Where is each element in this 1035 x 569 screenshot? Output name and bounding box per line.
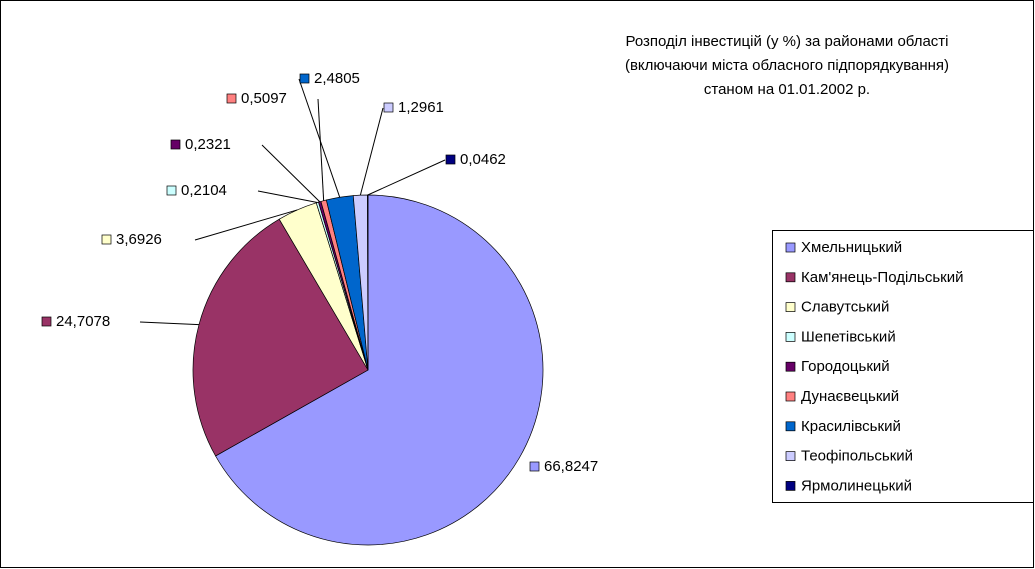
data-label: 1,2961 [398,99,444,116]
legend-box [772,230,1034,503]
leader-line [359,107,384,196]
label-swatch [41,316,52,327]
legend-swatch [785,451,796,461]
label-swatch [299,73,310,84]
data-label: 0,5097 [241,90,287,107]
legend-label: Красилівський [801,418,901,435]
leader-line [139,321,200,326]
legend-label: Кам'янець-Подільський [801,269,964,286]
legend-swatch [785,302,796,312]
legend-swatch [785,481,796,491]
data-label: 66,8247 [544,458,598,475]
data-label: 2,4805 [314,70,360,87]
leader-line [194,209,298,241]
label-swatch [166,185,177,196]
label-swatch [170,139,181,150]
chart-title: станом на 01.01.2002 р. [704,81,870,98]
pie-slice [192,218,369,457]
legend-label: Дунаєвецький [801,388,899,405]
legend-label: Славутський [801,299,889,316]
legend-swatch [785,242,796,253]
legend-swatch [785,272,796,283]
leader-line [298,78,341,198]
legend-label: Хмельницький [801,239,902,256]
legend-swatch [785,332,796,342]
legend-label: Ярмолинецький [801,477,912,494]
leader-line [257,190,318,203]
leader-line [317,98,325,201]
legend-swatch [785,391,796,402]
leader-line [261,144,321,203]
data-label: 0,2104 [181,182,227,199]
data-label: 3,6926 [116,231,162,248]
label-swatch [383,102,394,113]
data-label: 0,2321 [185,136,231,153]
label-swatch [445,154,456,165]
data-label: 0,0462 [460,151,506,168]
pie-slice [215,194,544,546]
legend-label: Шепетівський [801,328,896,345]
chart-title: (включаючи міста обласного підпорядкуван… [625,57,949,74]
label-swatch [529,461,540,472]
legend-swatch [785,361,796,372]
leader-line [367,159,446,196]
data-label: 24,7078 [56,313,110,330]
chart-title: Розподіл інвестицій (у %) за районами об… [625,33,948,50]
label-swatch [226,93,237,104]
legend-label: Теофіпольський [801,448,913,465]
label-swatch [101,234,112,245]
legend-label: Городоцький [801,358,890,375]
legend-swatch [785,421,796,432]
